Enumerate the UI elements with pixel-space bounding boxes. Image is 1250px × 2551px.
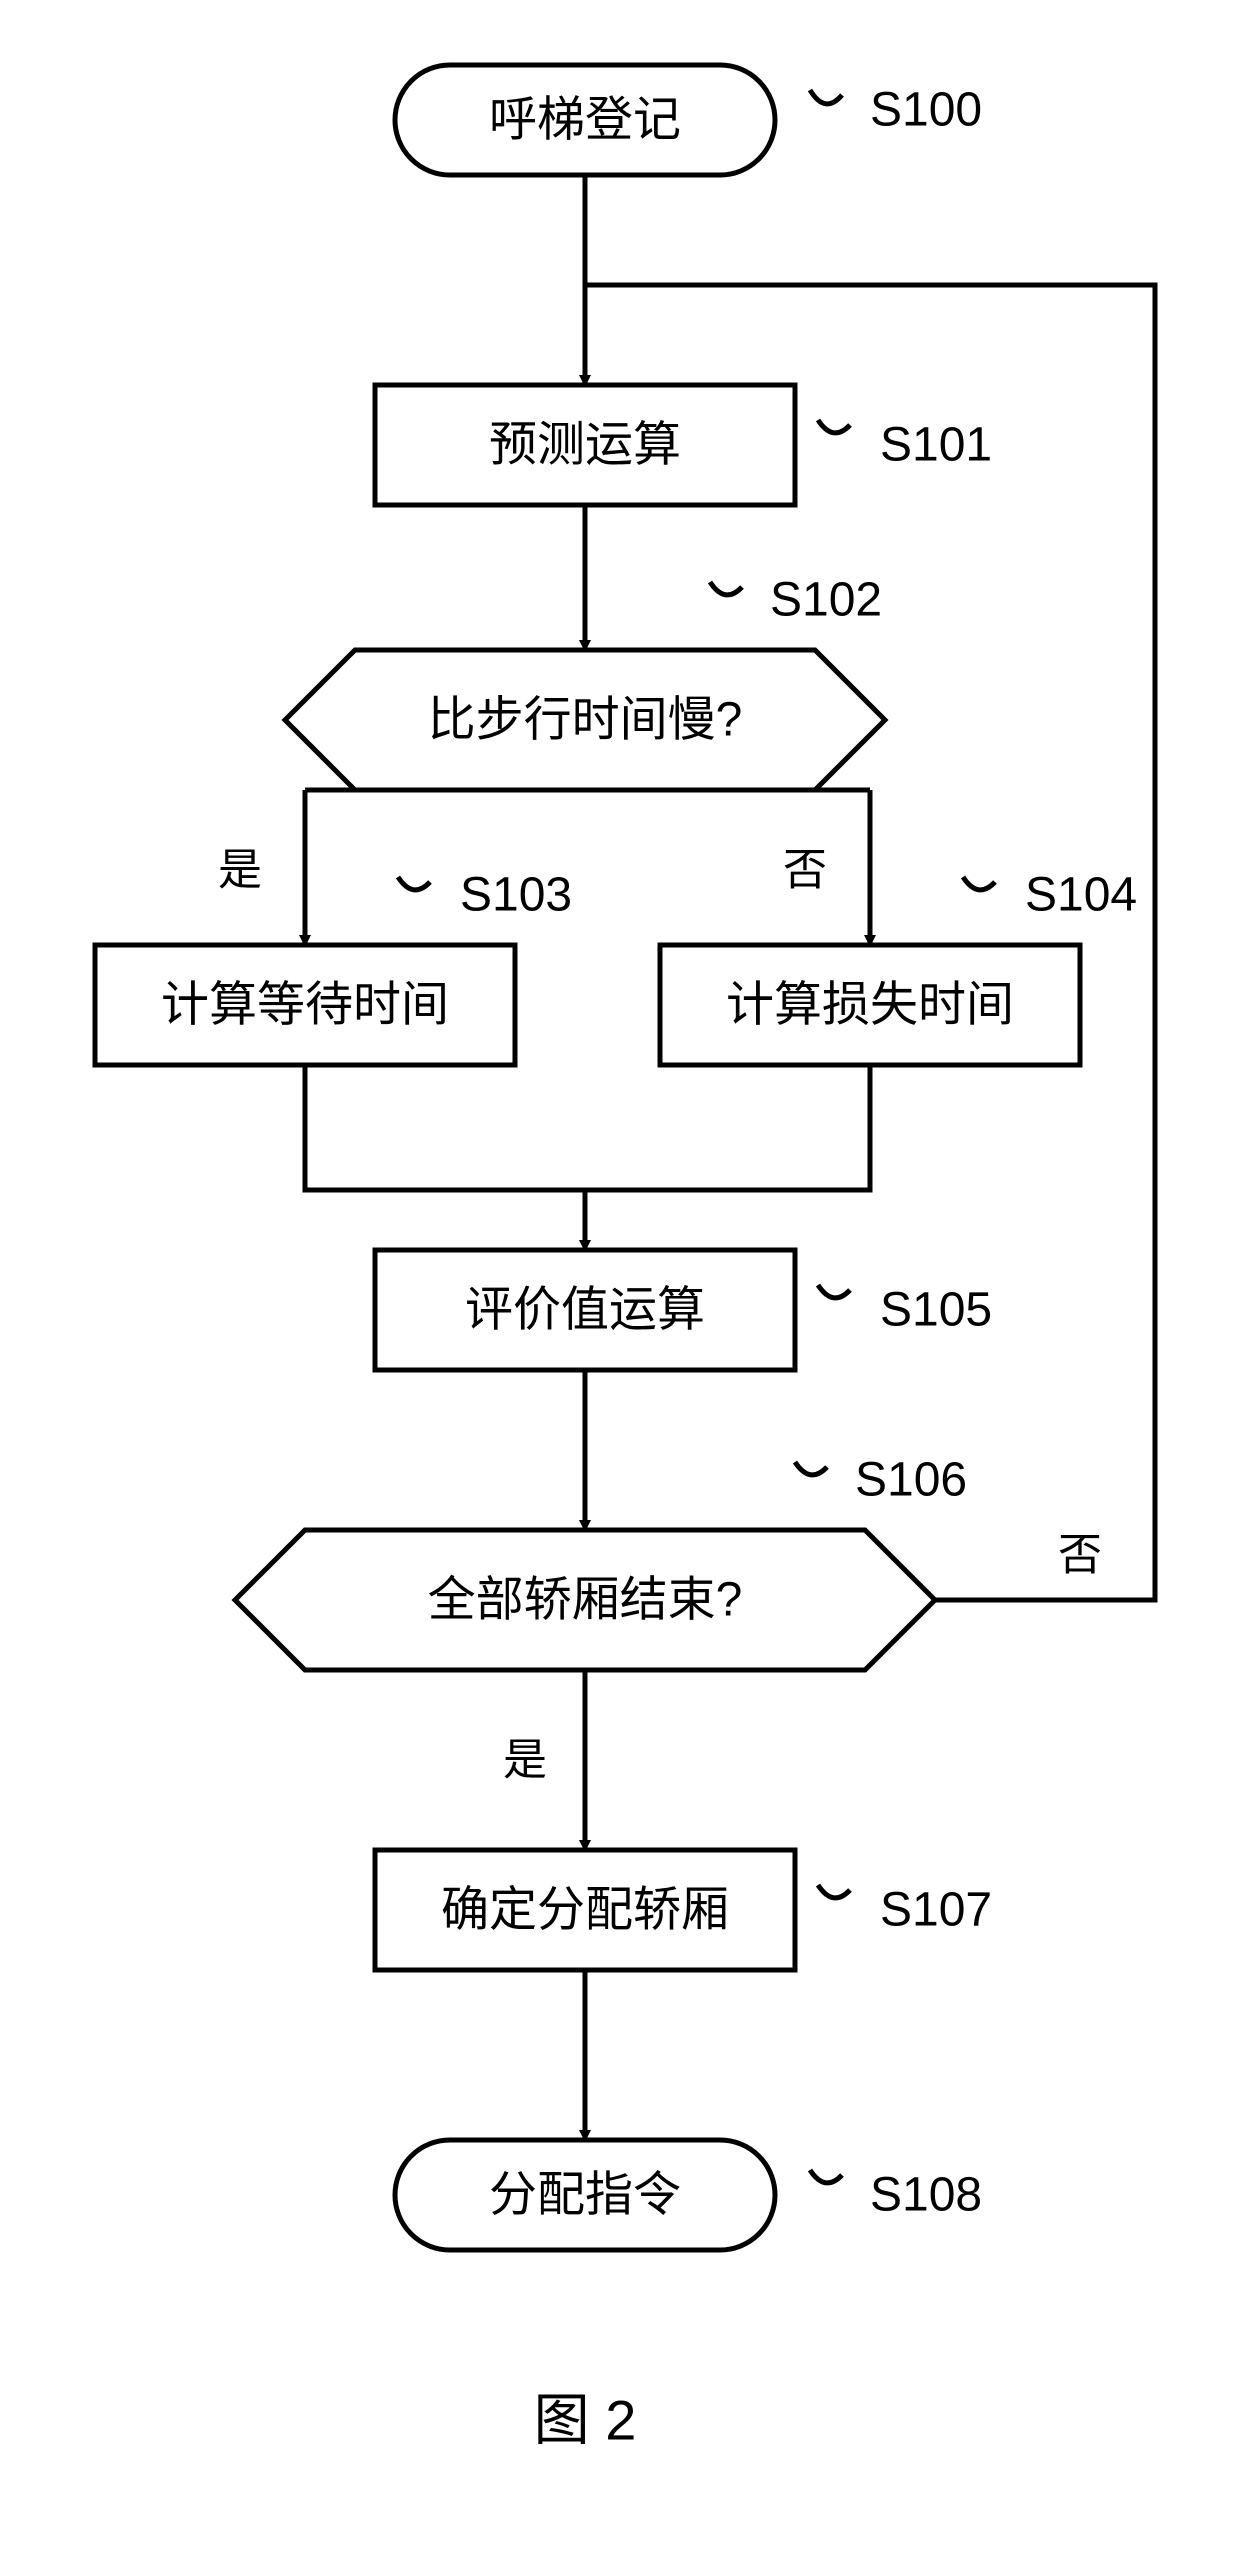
step-s107: S107	[880, 1884, 992, 1937]
step-s100: S100	[870, 84, 982, 137]
node-s102-label: 比步行时间慢?	[428, 694, 743, 747]
node-s105-label: 评价值运算	[465, 1284, 705, 1337]
edge-s103-join	[305, 1065, 585, 1190]
edge-label-no-1: 否	[783, 846, 827, 895]
edge-label-no-2: 否	[1058, 1531, 1102, 1580]
node-s101-label: 预测运算	[489, 419, 681, 472]
node-s106-label: 全部轿厢结束?	[428, 1574, 743, 1627]
step-s106: S106	[855, 1454, 967, 1507]
step-s105: S105	[880, 1284, 992, 1337]
node-s108-label: 分配指令	[489, 2169, 681, 2222]
tilde-s106	[795, 1462, 827, 1475]
node-s103-label: 计算等待时间	[161, 979, 449, 1032]
tilde-s100	[810, 90, 842, 104]
node-s100-label: 呼梯登记	[489, 94, 681, 147]
figure-caption: 图 2	[534, 2389, 637, 2452]
tilde-s104	[963, 877, 995, 890]
edge-s104-join	[585, 1065, 870, 1190]
step-s101: S101	[880, 419, 992, 472]
node-s104-label: 计算损失时间	[726, 979, 1014, 1032]
tilde-s103	[398, 877, 430, 890]
tilde-s101	[818, 420, 850, 433]
step-s104: S104	[1025, 869, 1137, 922]
tilde-s102	[710, 582, 742, 595]
step-s103: S103	[460, 869, 572, 922]
edge-label-yes-2: 是	[503, 1736, 547, 1785]
tilde-s107	[818, 1885, 850, 1898]
tilde-s108	[810, 2170, 842, 2183]
node-s107-label: 确定分配轿厢	[441, 1884, 729, 1937]
tilde-s105	[818, 1285, 850, 1298]
edge-label-yes-1: 是	[218, 846, 262, 895]
step-s108: S108	[870, 2169, 982, 2222]
step-s102: S102	[770, 574, 882, 627]
